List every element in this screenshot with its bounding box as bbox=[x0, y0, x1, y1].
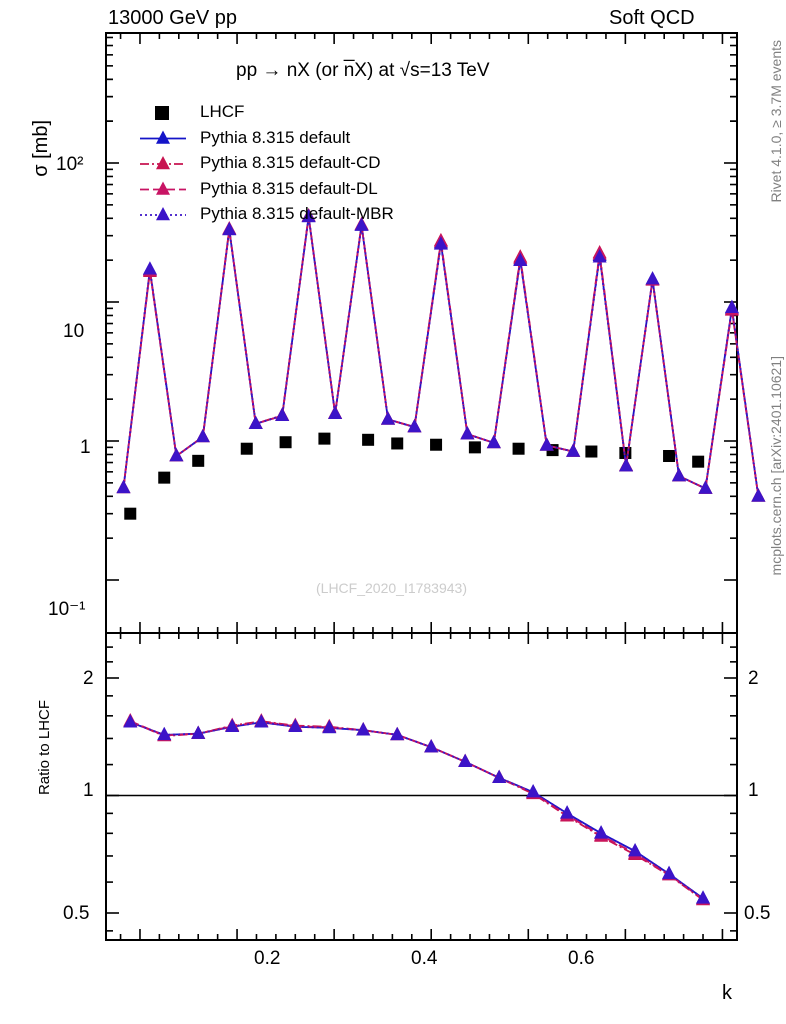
xtick-label-2: 0.6 bbox=[568, 948, 595, 969]
legend-item-label-4: Pythia 8.315 default-MBR bbox=[200, 204, 394, 223]
xtick-label-1: 0.4 bbox=[411, 948, 438, 969]
ytick-label-ratio-right-2: 0.5 bbox=[744, 903, 771, 924]
ytick-label-main-2: 1 bbox=[80, 437, 91, 458]
main-panel-ticks bbox=[106, 33, 737, 633]
watermark: (LHCF_2020_I1783943) bbox=[316, 580, 467, 596]
header-left: 13000 GeV pp bbox=[108, 7, 237, 29]
xtick-label-0: 0.2 bbox=[254, 948, 281, 969]
ytick-label-ratio-right-1: 1 bbox=[748, 780, 759, 801]
ratio-panel-series bbox=[123, 713, 711, 906]
legend bbox=[140, 106, 186, 221]
ytick-label-main-0: 10² bbox=[56, 154, 84, 175]
header-right: Soft QCD bbox=[609, 7, 695, 29]
ratio-panel-ticks bbox=[106, 633, 737, 940]
xaxis-label: k bbox=[722, 982, 732, 1004]
ytick-label-ratio-left-0: 2 bbox=[83, 668, 94, 689]
legend-item-label-0: LHCF bbox=[200, 102, 245, 121]
ytick-label-main-3: 10⁻¹ bbox=[48, 599, 86, 620]
ytick-label-ratio-left-2: 0.5 bbox=[63, 903, 90, 924]
plot-title: pp → nX (or n̅X) at √s=13 TeV bbox=[236, 60, 490, 81]
main-panel-series bbox=[116, 208, 766, 520]
legend-item-label-3: Pythia 8.315 default-DL bbox=[200, 178, 378, 198]
ytick-label-ratio-right-0: 2 bbox=[748, 668, 759, 689]
ytick-label-main-1: 10 bbox=[63, 321, 85, 342]
legend-item-label-2: Pythia 8.315 default-CD bbox=[200, 153, 381, 172]
ytick-label-ratio-left-1: 1 bbox=[83, 780, 94, 801]
legend-item-label-1: Pythia 8.315 default bbox=[200, 127, 351, 147]
